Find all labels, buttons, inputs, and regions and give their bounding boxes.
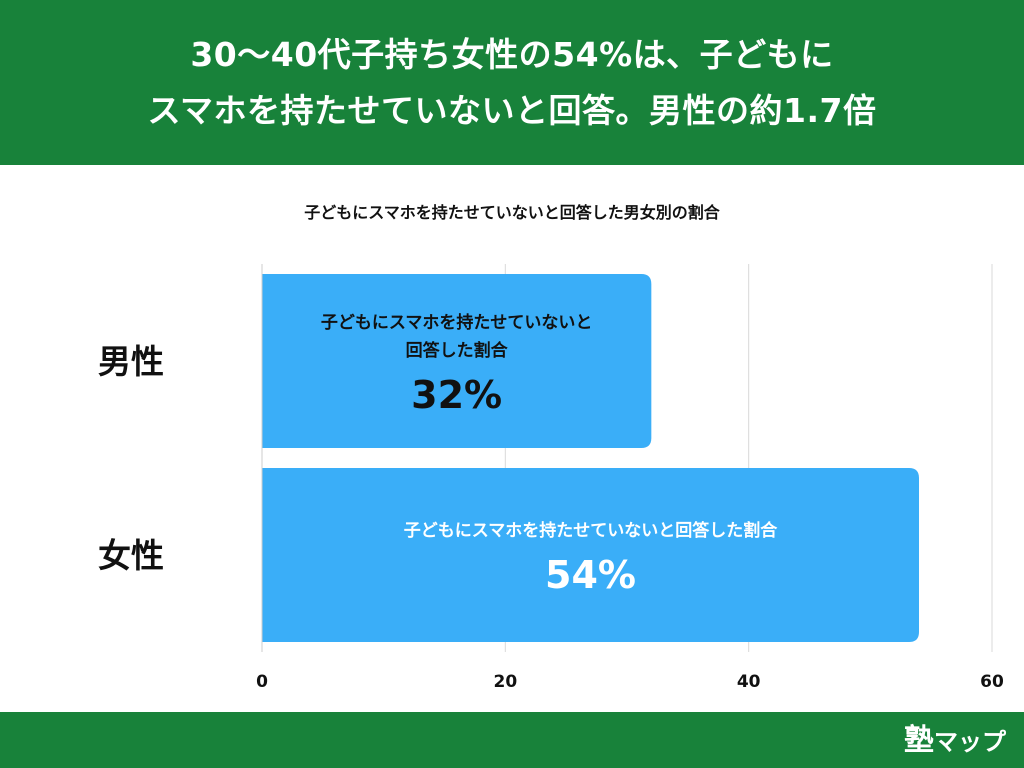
category-label-0: 男性 bbox=[98, 342, 164, 381]
bar-1 bbox=[262, 468, 919, 642]
bar-text-1-0: 子どもにスマホを持たせていないと回答した割合 bbox=[404, 520, 778, 541]
chart-title: 子どもにスマホを持たせていないと回答した男女別の割合 bbox=[304, 203, 720, 222]
x-tick-label-2: 40 bbox=[737, 672, 761, 692]
brand-mark: 塾 bbox=[904, 723, 934, 758]
brand-logo: 塾マップ bbox=[904, 721, 1006, 762]
bar-text-0-0: 子どもにスマホを持たせていないと bbox=[321, 312, 593, 333]
bar-chart: 0 20 40 60男性子どもにスマホを持たせていないと回答した割合32%女性子どもに… bbox=[98, 264, 1004, 692]
x-tick-label-3: 60 bbox=[980, 672, 1004, 692]
data-label-0: 32% bbox=[411, 373, 502, 417]
header-banner: 30〜40代子持ち女性の54%は、子どもに スマホを持たせていないと回答。男性の… bbox=[0, 0, 1024, 165]
headline-line-2: スマホを持たせていないと回答。男性の約1.7倍 bbox=[147, 90, 877, 130]
x-tick-label-1: 20 bbox=[493, 672, 517, 692]
headline-line-1: 30〜40代子持ち女性の54%は、子どもに bbox=[190, 34, 834, 74]
brand-text: マップ bbox=[934, 728, 1006, 756]
bar-text-0-1: 回答した割合 bbox=[406, 340, 509, 361]
bar-0 bbox=[262, 274, 652, 448]
footer-bar: 塾マップ bbox=[0, 712, 1024, 768]
category-label-1: 女性 bbox=[98, 536, 164, 575]
x-tick-label-0: 0 bbox=[256, 672, 268, 692]
data-label-1: 54% bbox=[545, 553, 636, 597]
